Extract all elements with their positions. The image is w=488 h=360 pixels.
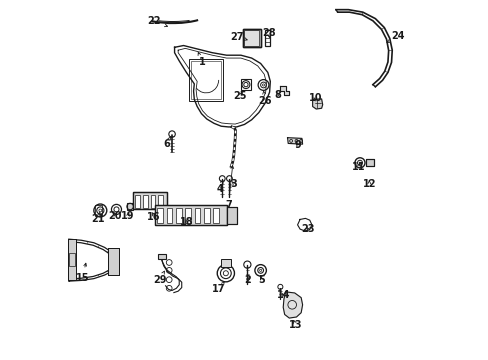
Text: 28: 28 — [262, 28, 275, 38]
Text: 27: 27 — [229, 32, 247, 41]
Bar — [213, 208, 219, 223]
Text: 12: 12 — [362, 179, 375, 189]
Bar — [157, 208, 163, 223]
Bar — [68, 239, 76, 280]
Bar — [203, 208, 209, 223]
Text: 25: 25 — [233, 91, 246, 101]
Polygon shape — [287, 138, 302, 144]
Bar — [108, 248, 119, 275]
Text: 14: 14 — [276, 291, 289, 301]
Text: 18: 18 — [179, 217, 193, 227]
Text: 3: 3 — [230, 179, 237, 189]
Bar — [94, 205, 102, 216]
Bar — [155, 205, 226, 225]
Bar — [226, 207, 237, 224]
Text: 4: 4 — [216, 180, 223, 194]
Bar — [194, 208, 200, 223]
Text: 11: 11 — [351, 162, 365, 172]
Bar — [176, 208, 182, 223]
Bar — [68, 239, 76, 280]
Bar — [191, 61, 221, 99]
Bar — [158, 195, 163, 208]
Text: 5: 5 — [258, 275, 264, 285]
Bar — [185, 208, 191, 223]
Bar — [166, 208, 172, 223]
Bar — [69, 253, 75, 266]
Text: 13: 13 — [288, 320, 302, 329]
Text: 6: 6 — [163, 136, 171, 149]
Bar — [242, 29, 260, 47]
Bar — [108, 248, 119, 275]
Bar — [135, 195, 140, 208]
Bar — [132, 192, 166, 210]
Bar — [365, 159, 373, 166]
Bar — [158, 253, 165, 259]
Text: 2: 2 — [244, 275, 251, 285]
Bar — [221, 259, 231, 267]
Bar — [365, 159, 373, 166]
Bar — [244, 31, 258, 45]
Bar — [150, 195, 155, 208]
Text: 19: 19 — [121, 211, 134, 221]
Text: 26: 26 — [258, 91, 271, 106]
Polygon shape — [283, 292, 302, 318]
Bar — [264, 31, 270, 45]
Bar — [242, 29, 260, 47]
Text: 7: 7 — [224, 166, 233, 210]
Text: 22: 22 — [147, 17, 167, 27]
Bar — [188, 59, 223, 101]
Text: 16: 16 — [147, 212, 161, 221]
Text: 23: 23 — [301, 225, 314, 234]
Bar — [241, 79, 250, 90]
Text: 20: 20 — [108, 211, 122, 221]
Text: 8: 8 — [273, 90, 280, 100]
Text: 29: 29 — [152, 271, 166, 285]
Text: 21: 21 — [91, 212, 105, 224]
Bar — [132, 192, 166, 210]
Bar — [126, 203, 133, 211]
Text: 9: 9 — [294, 140, 300, 150]
Text: 17: 17 — [211, 282, 225, 294]
Text: 15: 15 — [76, 263, 89, 283]
Text: 24: 24 — [386, 31, 404, 42]
Bar — [142, 195, 147, 208]
Bar — [155, 205, 226, 225]
Polygon shape — [312, 99, 322, 109]
Text: 1: 1 — [198, 53, 205, 67]
Text: 10: 10 — [308, 93, 322, 103]
Bar — [226, 207, 237, 224]
Polygon shape — [280, 86, 289, 95]
